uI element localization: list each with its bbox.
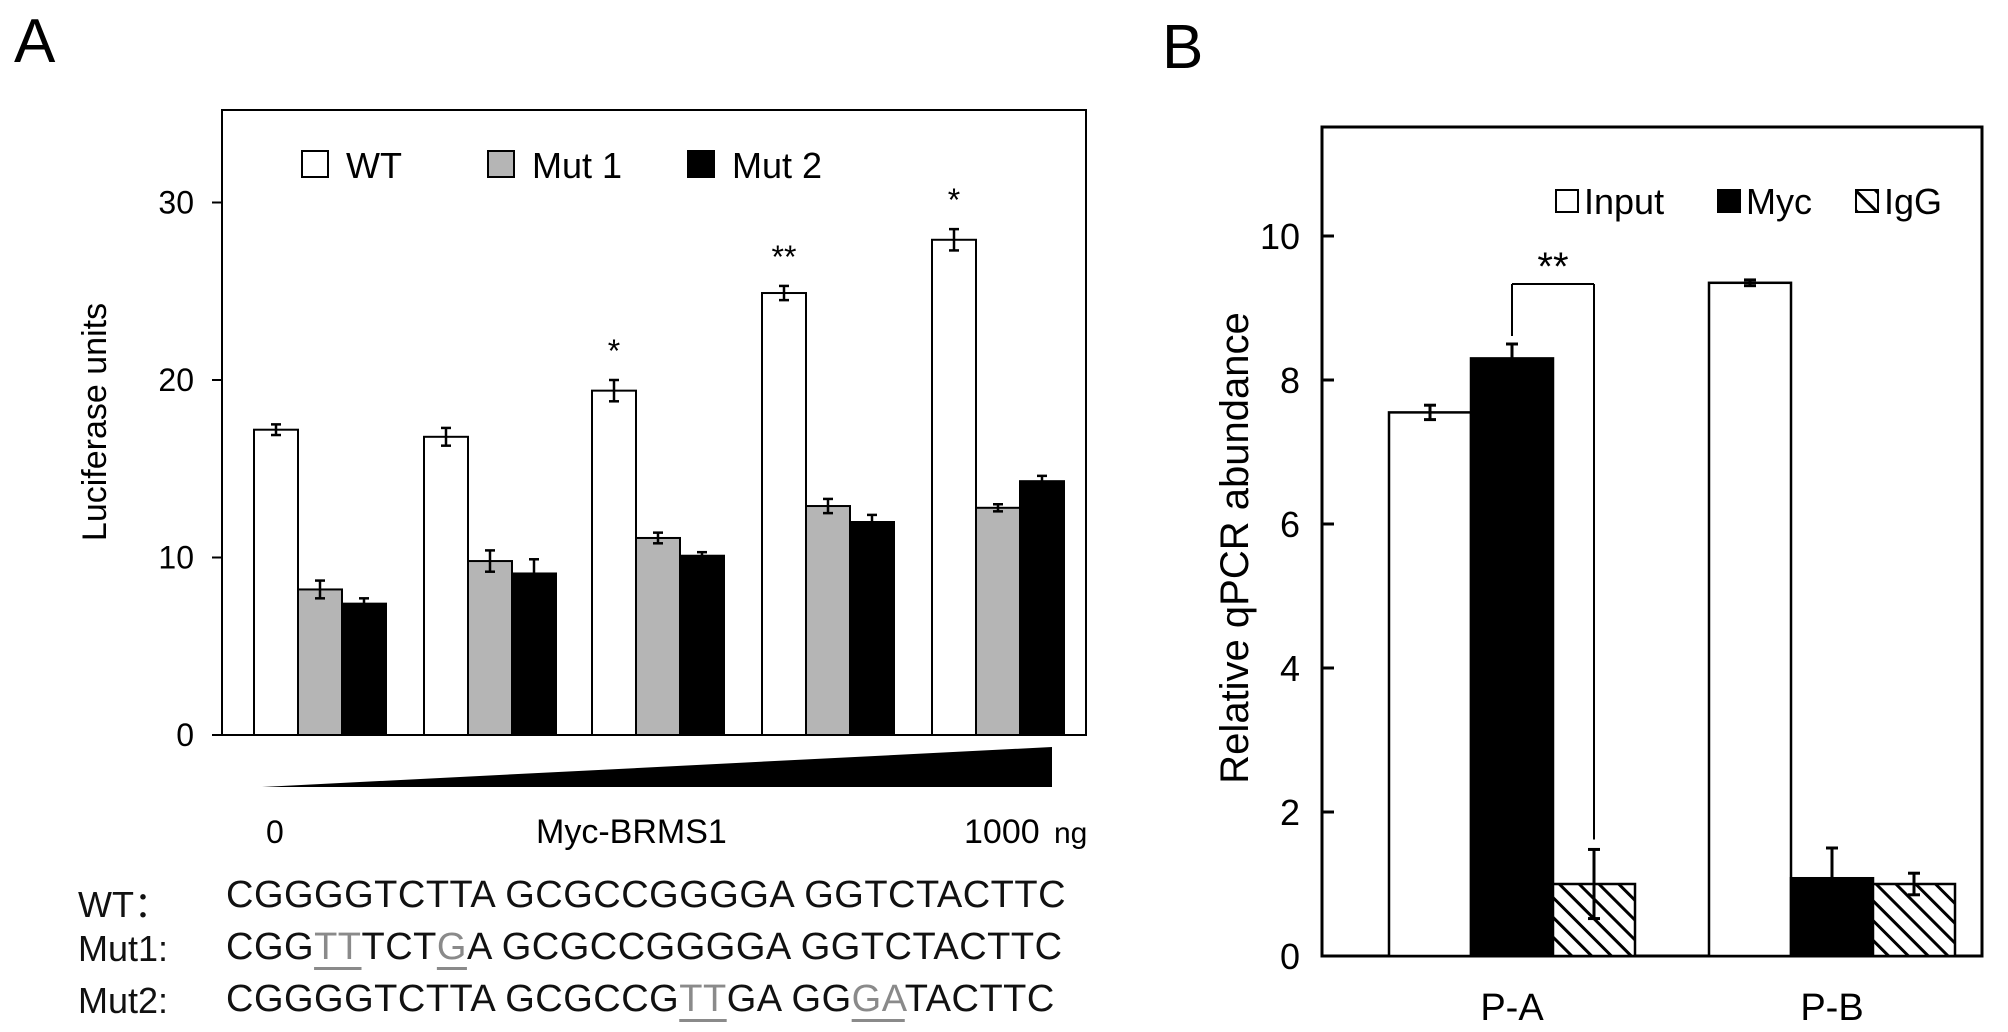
- significance-label: *: [608, 333, 620, 369]
- chart-b-plot: 0 2 4 6 8 10 P-A P-B **: [1260, 216, 1957, 1029]
- bar-mut1: [975, 506, 1021, 736]
- legend-mut2-swatch: [687, 150, 715, 178]
- bar-wt: [761, 292, 807, 736]
- seq-label-mut2: Mut2:: [78, 980, 169, 1021]
- bar-mut1: [467, 560, 513, 736]
- x-start-label: 0: [266, 814, 284, 850]
- bar-input: [1387, 411, 1473, 958]
- x-end-label: 1000: [964, 813, 1040, 851]
- seq-mutated-segment: TT: [314, 926, 362, 968]
- legend-igg-label: IgG: [1884, 181, 1942, 222]
- bar-myc: [1469, 357, 1555, 958]
- panel-b-label: B: [1162, 13, 1203, 82]
- bar-wt: [423, 435, 469, 736]
- y-tick-label: 20: [158, 362, 194, 398]
- bar-mut2: [511, 572, 557, 736]
- y-tick-label: 2: [1280, 792, 1300, 833]
- chart-a-legend: WT Mut 1 Mut 2: [301, 145, 822, 186]
- y-tick-label: 10: [1260, 216, 1300, 257]
- y-tick-label: 10: [158, 540, 194, 576]
- seq-mutated-segment: TT: [679, 978, 727, 1020]
- x-axis-label: Myc-BRMS1: [536, 813, 727, 851]
- seq-text-mut1: CGGTTTCTGA GCGCCGGGGA GGTCTACTTC: [226, 926, 1063, 969]
- chart-b-legend: Input Myc IgG: [1555, 181, 1942, 222]
- chart-b-ylabel: Relative qPCR abundance: [1213, 312, 1257, 783]
- legend-mut1-label: Mut 1: [532, 145, 622, 186]
- dose-gradient-triangle: [262, 747, 1052, 787]
- legend-input-swatch: [1555, 189, 1579, 213]
- y-tick-label: 4: [1280, 648, 1300, 689]
- bar-mut1: [805, 505, 851, 736]
- seq-segment: TACTTC: [904, 978, 1055, 1020]
- bar-mut2: [849, 521, 895, 736]
- seq-label-mut1: Mut1:: [78, 928, 169, 969]
- chart-a-ylabel: Luciferase units: [76, 303, 114, 541]
- y-tick-label: 6: [1280, 504, 1300, 545]
- bar-mut1: [297, 588, 343, 737]
- seq-mutated-segment: G: [436, 926, 467, 968]
- bar-wt: [591, 389, 637, 736]
- legend-wt-swatch: [301, 150, 329, 178]
- seq-mutated-segment: GA: [851, 978, 905, 1020]
- legend-myc-label: Myc: [1746, 181, 1812, 222]
- x-category-label: P-B: [1800, 987, 1863, 1029]
- bar-mut2: [341, 602, 387, 737]
- legend-wt-label: WT: [346, 145, 402, 186]
- panel-a-label: A: [14, 7, 56, 76]
- significance-label: **: [772, 239, 797, 275]
- seq-segment: CGG: [226, 926, 315, 968]
- x-category-label: P-A: [1480, 987, 1544, 1029]
- seq-text-wt: CGGGGTCTTA GCGCCGGGGA GGTCTACTTC: [226, 874, 1066, 917]
- bar-mut2: [679, 554, 725, 736]
- y-tick-label: 0: [176, 717, 194, 753]
- bar-mut2: [1019, 480, 1065, 736]
- bar-wt: [931, 238, 977, 736]
- bar-wt: [253, 428, 299, 736]
- legend-input-label: Input: [1584, 181, 1664, 222]
- bar-input: [1707, 281, 1793, 958]
- seq-text-mut2: CGGGGTCTTA GCGCCGTTGA GGGATACTTC: [226, 978, 1055, 1021]
- seq-segment: A GCGCCGGGGA GGTCTACTTC: [466, 926, 1063, 968]
- bar-mut1: [635, 536, 681, 736]
- legend-myc-swatch: [1717, 189, 1741, 213]
- x-unit-label: ng: [1054, 817, 1087, 850]
- y-tick-label: 8: [1280, 360, 1300, 401]
- y-tick-label: 30: [158, 185, 194, 221]
- significance-label: **: [1537, 245, 1568, 289]
- y-tick-label: 0: [1280, 936, 1300, 977]
- seq-segment: CGGGGTCTTA GCGCCG: [226, 978, 680, 1020]
- chart-b-frame: [1320, 125, 1984, 958]
- legend-mut1-swatch: [487, 150, 515, 178]
- seq-segment: GA GG: [726, 978, 852, 1020]
- seq-label-wt: WT：: [78, 884, 170, 925]
- seq-segment: TCT: [361, 926, 437, 968]
- seq-segment: CGGGGTCTTA GCGCCGGGGA GGTCTACTTC: [226, 874, 1067, 916]
- legend-mut2-label: Mut 2: [732, 145, 822, 186]
- legend-igg-swatch: [1855, 189, 1879, 213]
- significance-label: *: [948, 182, 960, 218]
